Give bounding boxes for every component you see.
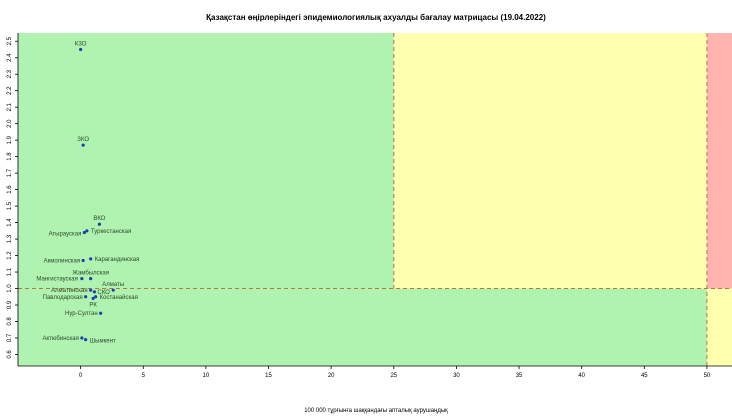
y-tick-label: 2.0	[7, 119, 13, 128]
data-point-label: Актюбинская	[42, 336, 78, 342]
y-tick-label: 2.1	[7, 102, 13, 111]
x-tick-label: 15	[265, 373, 272, 379]
data-point	[89, 257, 93, 261]
data-point-label: Шымкент	[90, 339, 116, 345]
y-tick-label: 2.4	[7, 53, 13, 62]
plot-zones	[18, 33, 732, 366]
y-tick-label: 0.9	[7, 300, 13, 309]
x-tick-label: 35	[516, 373, 523, 379]
data-point	[111, 288, 115, 292]
x-tick-label: 5	[142, 373, 146, 379]
y-tick-label: 1.3	[7, 234, 13, 243]
data-point-label: Павлодарская	[43, 295, 83, 301]
y-tick-label: 1.7	[7, 168, 13, 177]
zone-yellow-lower	[706, 288, 732, 366]
data-point	[80, 336, 84, 340]
y-tick-label: 2.3	[7, 69, 13, 78]
plot-axes: 0 5 10 15 20 25 30 35 40 45 50 0.6 0.7 0.8 0.9 1.0 1.1 1.…	[7, 33, 732, 379]
data-point	[99, 311, 103, 315]
x-axis-label: 100 000 тұрғынға шаққандағы апталық ауру…	[304, 408, 448, 414]
data-point	[81, 143, 85, 147]
x-tick-label: 0	[79, 373, 83, 379]
data-point-label: Карагандинская	[95, 257, 140, 263]
data-point	[89, 288, 93, 292]
data-point	[91, 296, 95, 301]
data-point	[80, 277, 84, 281]
y-tick-label: 1.9	[7, 135, 13, 144]
zone-red	[706, 33, 732, 289]
data-point-label: ЗКО	[77, 137, 89, 143]
zone-green-lower	[18, 288, 707, 366]
y-tick-label: 1.8	[7, 152, 13, 161]
y-tick-label: 1.5	[7, 201, 13, 210]
data-point-label: РК	[89, 302, 97, 308]
x-tick-label: 25	[390, 373, 397, 379]
y-tick-label: 2.5	[7, 36, 13, 45]
data-point-label: Атырауская	[49, 231, 82, 237]
y-tick-label: 1.0	[7, 284, 13, 293]
data-point-label: Туркестанская	[91, 229, 131, 235]
data-point	[84, 338, 88, 342]
y-tick-label: 1.2	[7, 251, 13, 260]
data-point-label: Мангистауская	[36, 277, 77, 283]
y-tick-label: 1.6	[7, 185, 13, 194]
x-tick-label: 50	[704, 373, 711, 379]
data-point	[94, 295, 98, 299]
data-point	[92, 290, 97, 294]
x-tick-label: 30	[453, 373, 460, 379]
x-tick-label: 40	[578, 373, 585, 379]
threshold-lines	[18, 33, 732, 366]
x-tick-label: 10	[203, 373, 210, 379]
y-tick-label: 1.4	[7, 218, 13, 227]
data-point-label: Жамбылская	[72, 271, 109, 277]
zone-green-upper	[18, 33, 394, 289]
data-point	[84, 295, 88, 299]
data-point-label: ВКО	[93, 216, 105, 222]
x-tick-label: 45	[641, 373, 648, 379]
data-points: КЗО ЗКО ВКО Туркестанская Атырауская Караганд…	[36, 41, 139, 344]
data-point-label: Костанайская	[100, 294, 138, 301]
data-point	[79, 47, 83, 52]
data-point	[89, 277, 93, 281]
y-tick-label: 0.8	[7, 317, 13, 326]
y-tick-label: 0.6	[7, 350, 13, 359]
data-point	[97, 222, 102, 226]
data-point-label: Алматы	[102, 282, 124, 288]
y-tick-label: 2.2	[7, 86, 13, 95]
y-tick-label: 0.7	[7, 333, 13, 342]
x-tick-label: 20	[328, 373, 335, 379]
data-point	[81, 258, 85, 263]
data-point-label: Нур-Султан	[65, 311, 98, 317]
data-point-label: СКО	[97, 290, 110, 296]
data-point-label: КЗО	[75, 41, 87, 47]
chart-title: Қазақстан өңірлеріндегі эпидемиологиялық…	[206, 13, 546, 22]
data-point	[85, 229, 89, 233]
zone-yellow-upper	[393, 33, 707, 289]
data-point-label: Акмолинская	[44, 258, 80, 264]
y-tick-label: 1.1	[7, 267, 13, 276]
data-point	[82, 230, 86, 235]
data-point-label: Алматинская	[51, 288, 88, 294]
